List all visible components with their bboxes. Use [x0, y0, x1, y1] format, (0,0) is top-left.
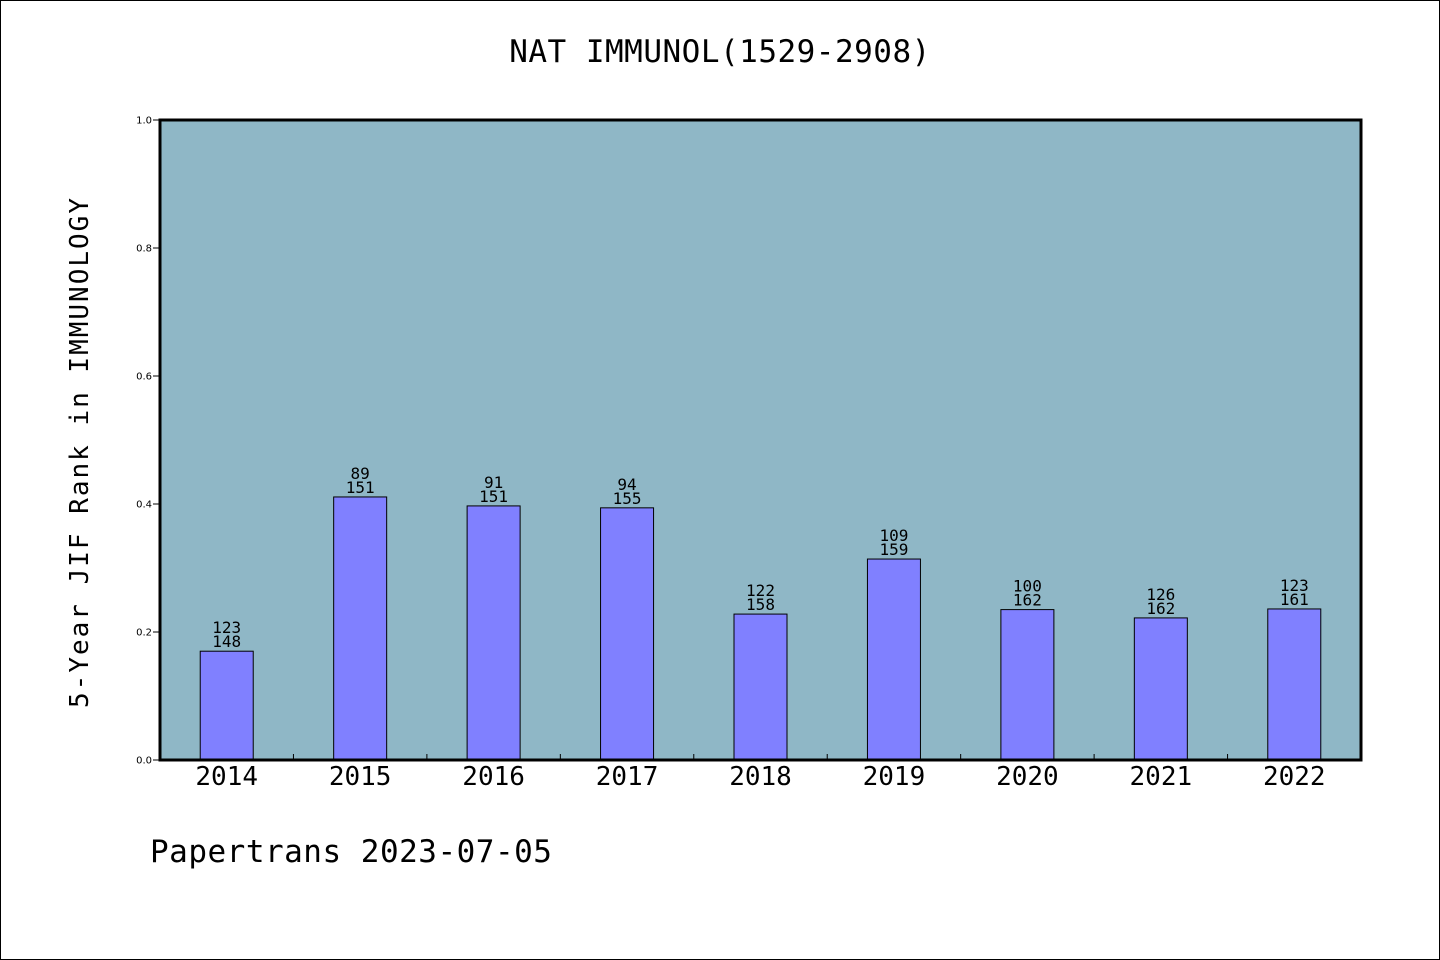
bar-label-rank: 100: [1013, 577, 1042, 596]
bar-label-rank: 94: [617, 475, 636, 494]
x-tick-label: 2016: [462, 762, 525, 792]
y-tick-label: 0.0: [136, 756, 152, 767]
bar-2015: [333, 496, 388, 761]
bar-label-total: 155: [613, 489, 642, 508]
bar-label-rank: 89: [351, 464, 370, 483]
y-tick-label: 0.2: [136, 628, 152, 639]
bar-2017: [600, 507, 655, 761]
x-tick-label: 2015: [329, 762, 392, 792]
bar-label-rank: 91: [484, 473, 503, 492]
bar-2016: [466, 505, 521, 761]
x-tick-label: 2017: [596, 762, 659, 792]
bar-2014: [199, 650, 254, 761]
x-tick-label: 2022: [1263, 762, 1326, 792]
bar-2019: [866, 558, 921, 761]
bars: [199, 496, 1322, 761]
bar-label-rank: 122: [746, 581, 775, 600]
x-tick-label: 2020: [996, 762, 1059, 792]
x-tick-label: 2018: [729, 762, 792, 792]
category-labels: 2014 2015 2016 2017 2018 2019 2020 2021 2022: [195, 762, 1325, 792]
bar-label-total: 162: [1146, 599, 1175, 618]
bar-label-total: 162: [1013, 591, 1042, 610]
bar-label-total: 148: [212, 632, 241, 651]
y-tick-label: 1.0: [136, 116, 152, 127]
bar-label-total: 151: [346, 478, 375, 497]
bar-label-total: 151: [479, 487, 508, 506]
y-tick-label: 0.6: [136, 372, 152, 383]
x-tick-label: 2021: [1130, 762, 1193, 792]
chart-title: NAT IMMUNOL(1529-2908): [509, 34, 931, 70]
bar-label-rank: 123: [212, 618, 241, 637]
bar-2022: [1267, 608, 1322, 761]
x-tick-label: 2019: [863, 762, 926, 792]
bar-label-total: 161: [1280, 590, 1309, 609]
bar-2018: [733, 613, 788, 761]
x-tick-label: 2014: [195, 762, 258, 792]
plot-border: [158, 118, 1363, 762]
y-tick-label: 0.8: [136, 244, 152, 255]
bar-2021: [1133, 617, 1188, 761]
y-axis-ticks: 0.0 0.2 0.4 0.6 0.8 1.0: [136, 116, 160, 767]
bar-label-total: 159: [879, 540, 908, 559]
bar-2020: [1000, 609, 1055, 761]
bar-label-rank: 109: [879, 526, 908, 545]
footer-text: Papertrans 2023-07-05: [150, 834, 553, 870]
bar-label-rank: 126: [1146, 585, 1175, 604]
y-tick-label: 0.4: [136, 500, 152, 511]
bar-label-rank: 123: [1280, 576, 1309, 595]
bar-label-total: 158: [746, 595, 775, 614]
